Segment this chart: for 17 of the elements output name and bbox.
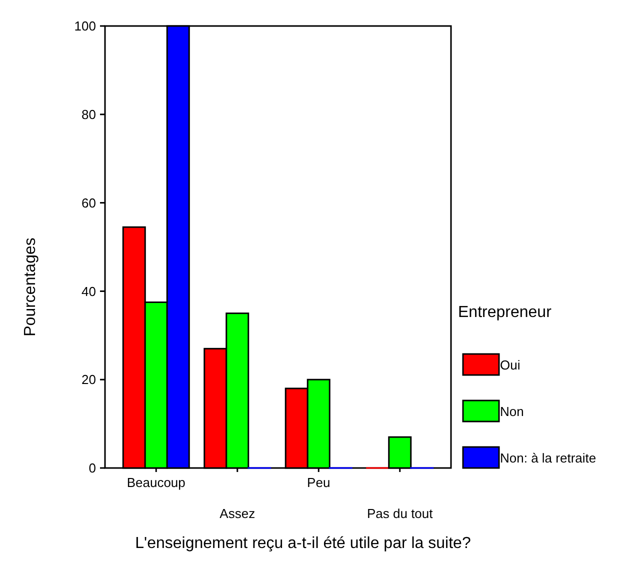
y-tick-label: 20 [82, 372, 96, 388]
y-tick-label: 100 [74, 18, 96, 34]
x-axis-title: L'enseignement reçu a-t-il été utile par la suite? [135, 535, 471, 552]
legend-title: Entrepreneur [458, 304, 552, 321]
x-tick-label: Assez [220, 506, 256, 521]
x-tick-label: Beaucoup [126, 475, 186, 490]
x-tick-label: Pas du tout [366, 506, 434, 521]
bar [388, 436, 412, 469]
y-axis-title: Pourcentages [22, 238, 39, 336]
y-tick-label: 80 [82, 106, 96, 122]
legend-label: Oui [500, 358, 520, 373]
legend-label: Non: à la retraite [500, 450, 596, 466]
y-tick-label: 40 [82, 284, 96, 299]
x-tick-label: Peu [307, 475, 330, 490]
y-tick-label: 0 [88, 460, 96, 476]
legend-label: Non [500, 404, 524, 420]
y-tick-label: 60 [82, 195, 96, 210]
